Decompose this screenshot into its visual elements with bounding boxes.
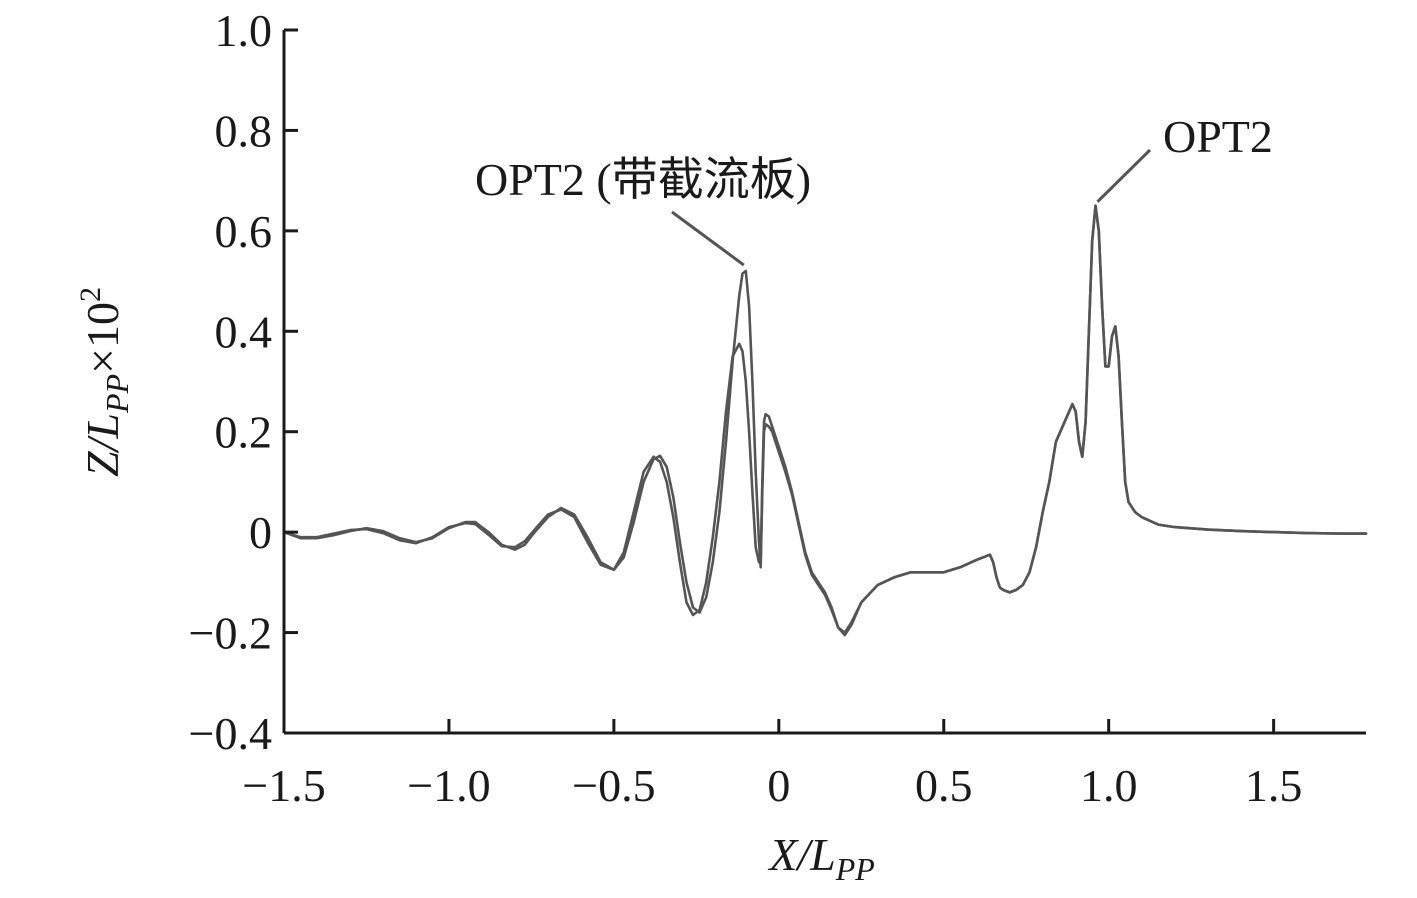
annotation-label-2: OPT2 [1163, 111, 1273, 162]
annotation-leader-1 [671, 210, 745, 267]
y-tick-label: 0.4 [215, 306, 273, 357]
x-tick-label: 0.5 [915, 760, 973, 811]
y-tick-label: 0.8 [215, 105, 273, 156]
series-line-1 [282, 204, 1368, 637]
x-tick-label: 1.5 [1245, 760, 1303, 811]
x-tick-label: −1.5 [242, 760, 325, 811]
annotation-layer: OPT2 (带截流板) OPT2 [475, 111, 1273, 267]
x-axis-title: X/LPP [767, 829, 875, 887]
x-tick-label: 0 [767, 760, 790, 811]
ticks-layer: −0.4 −0.2 0 0.2 0.4 0.6 0.8 1.0 −1.5 −1.0 −0.5 0 0.5… [189, 5, 1303, 811]
y-tick-label: −0.4 [189, 708, 272, 759]
x-tick-label: 1.0 [1080, 760, 1138, 811]
series-line-2 [282, 204, 1368, 634]
y-tick-label: 0 [249, 507, 272, 558]
y-tick-label: −0.2 [189, 608, 272, 659]
y-tick-label: 1.0 [215, 5, 273, 56]
x-tick-label: −0.5 [572, 760, 655, 811]
series-layer [282, 204, 1368, 637]
y-tick-label: 0.2 [215, 407, 273, 458]
x-tick-label: −1.0 [407, 760, 490, 811]
y-tick-label: 0.6 [215, 206, 273, 257]
axes-layer [282, 30, 1366, 735]
y-axis-title: Z/LPP×102 [74, 287, 135, 477]
annotation-leader-2 [1096, 148, 1152, 203]
annotation-label-1: OPT2 (带截流板) [475, 154, 811, 205]
